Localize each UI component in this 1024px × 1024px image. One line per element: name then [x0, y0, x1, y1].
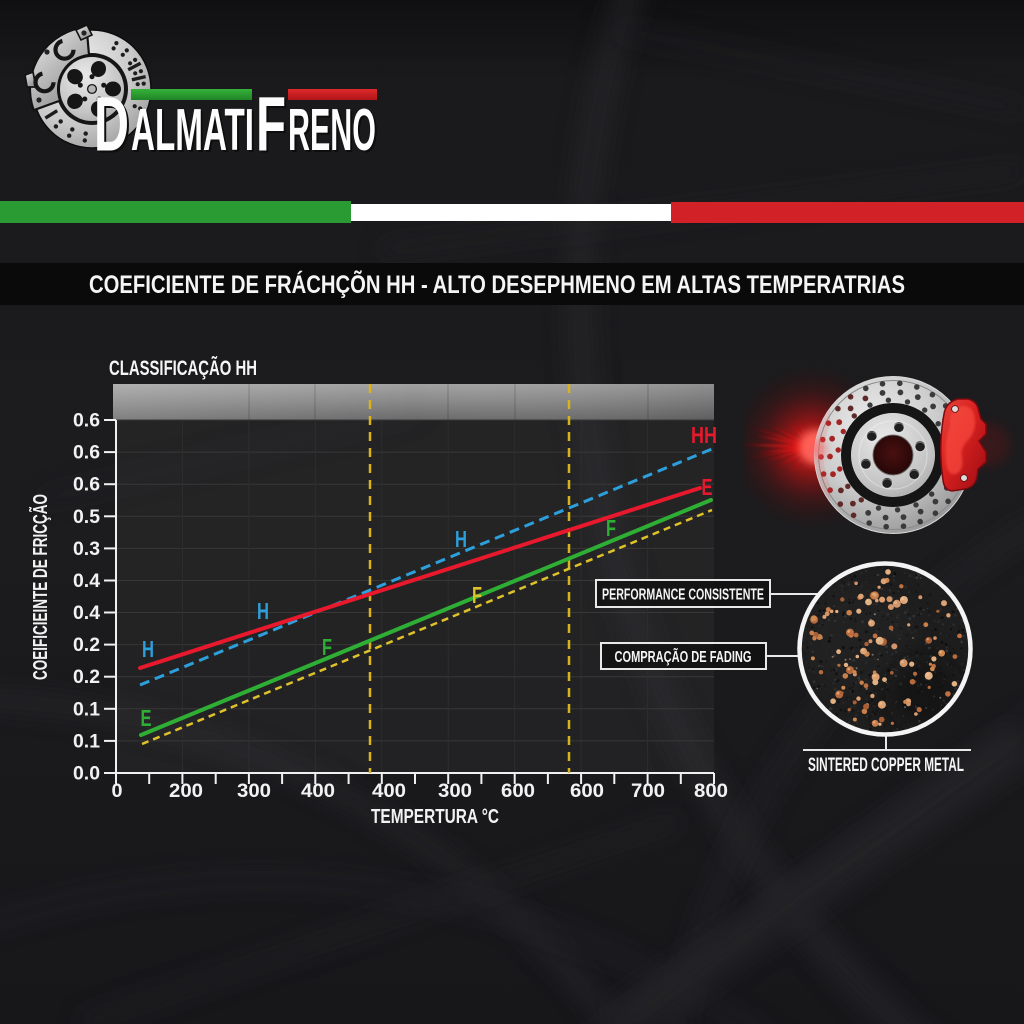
svg-text:H: H	[257, 598, 269, 624]
svg-text:0.4: 0.4	[73, 603, 100, 624]
svg-text:0.0: 0.0	[73, 764, 100, 785]
svg-text:H: H	[142, 636, 154, 662]
svg-text:D: D	[94, 82, 129, 168]
svg-text:200: 200	[169, 781, 203, 802]
svg-text:HH: HH	[691, 422, 717, 448]
svg-text:0.6: 0.6	[73, 475, 100, 496]
svg-text:COEFICIENTE DE FRÁCHÇÕN HH - A: COEFICIENTE DE FRÁCHÇÕN HH - ALTO DESEPH…	[89, 269, 905, 299]
svg-text:F: F	[322, 634, 332, 660]
svg-text:400: 400	[372, 781, 406, 802]
svg-text:F: F	[258, 84, 288, 170]
svg-text:600: 600	[570, 781, 604, 802]
svg-text:600: 600	[501, 781, 535, 802]
svg-text:0.6: 0.6	[73, 411, 100, 432]
svg-text:COMPRAÇÃO DE FADING: COMPRAÇÃO DE FADING	[615, 646, 752, 666]
svg-text:400: 400	[301, 781, 335, 802]
svg-text:CLASSIFICAÇÃO HH: CLASSIFICAÇÃO HH	[109, 357, 257, 380]
svg-text:PERFORMANCE CONSISTENTE: PERFORMANCE CONSISTENTE	[602, 587, 764, 604]
svg-text:RENO: RENO	[290, 99, 378, 165]
svg-text:H: H	[455, 526, 467, 552]
svg-text:E: E	[141, 705, 152, 731]
svg-text:800: 800	[694, 781, 728, 802]
svg-text:0.3: 0.3	[73, 539, 100, 560]
svg-text:300: 300	[438, 781, 472, 802]
svg-text:E: E	[702, 474, 713, 500]
svg-text:0: 0	[112, 781, 123, 802]
svg-text:TEMPERTURA °C: TEMPERTURA °C	[371, 806, 499, 828]
svg-text:F: F	[606, 515, 616, 541]
svg-text:0.1: 0.1	[73, 699, 100, 720]
svg-text:0.4: 0.4	[73, 571, 100, 592]
svg-text:0.2: 0.2	[73, 667, 100, 688]
svg-text:0.5: 0.5	[73, 507, 100, 528]
svg-text:ALMATI: ALMATI	[131, 97, 254, 163]
svg-text:SINTERED COPPER METAL: SINTERED COPPER METAL	[808, 755, 964, 776]
svg-text:0.6: 0.6	[73, 443, 100, 464]
svg-text:D: D	[96, 84, 131, 170]
svg-text:300: 300	[237, 781, 271, 802]
svg-text:0.1: 0.1	[73, 731, 100, 752]
svg-text:COEIFICIEINTE DE FRICÇÃO: COEIFICIEINTE DE FRICÇÃO	[29, 494, 52, 680]
svg-text:RENO: RENO	[288, 97, 376, 163]
svg-text:0.2: 0.2	[73, 635, 100, 656]
svg-text:F: F	[472, 582, 482, 608]
svg-text:700: 700	[631, 781, 665, 802]
svg-text:ALMATI: ALMATI	[133, 99, 256, 165]
svg-text:F: F	[256, 82, 286, 168]
